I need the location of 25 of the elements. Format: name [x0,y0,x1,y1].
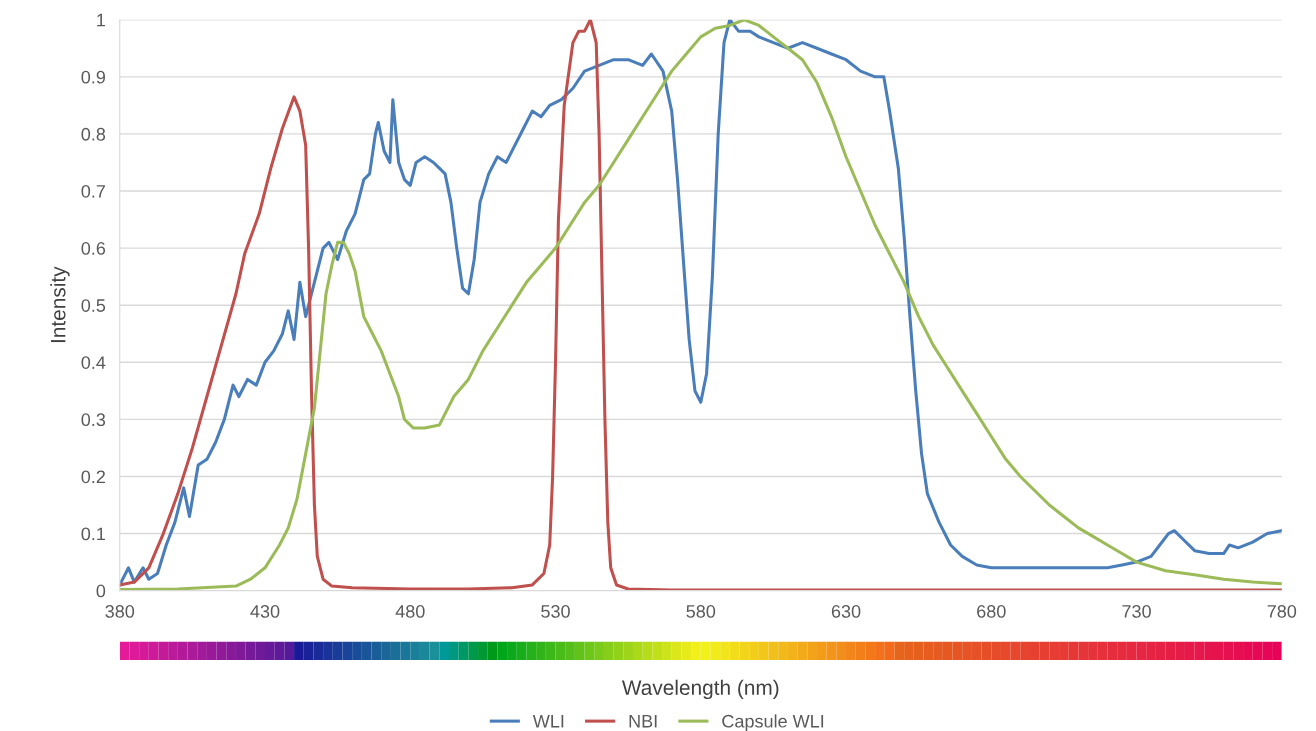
x-tick-label: 580 [686,605,716,618]
y-tick-label: 1 [97,13,105,27]
y-tick-label: 0.6 [81,242,106,255]
y-tick-label: 0.2 [81,470,105,484]
y-tick-label: 0.5 [81,299,106,312]
x-tick-label: 430 [250,605,280,618]
y-tick-label: 0.9 [81,70,106,84]
x-tick-label: 380 [105,605,135,618]
legend-label: NBI [629,715,657,728]
y-tick-label: 0.1 [81,527,105,541]
x-tick-label: 630 [831,605,861,618]
y-tick-label: 0.3 [81,413,106,427]
x-axis-title: Wavelength (nm) [621,679,779,700]
y-tick-label: 0.7 [81,184,105,198]
x-tick-label: 480 [395,605,425,618]
legend-label: WLI [532,715,564,728]
x-tick-label: 680 [977,605,1006,618]
y-tick-label: 0 [96,584,106,598]
legend-label: Capsule WLI [722,714,824,731]
y-axis-title: Intensity [50,266,70,343]
x-tick-label: 780 [1267,605,1297,618]
x-tick-label: 730 [1122,605,1151,618]
x-tick-label: 530 [541,605,570,618]
y-tick-label: 0.8 [81,127,106,141]
y-tick-label: 0.4 [81,356,106,369]
